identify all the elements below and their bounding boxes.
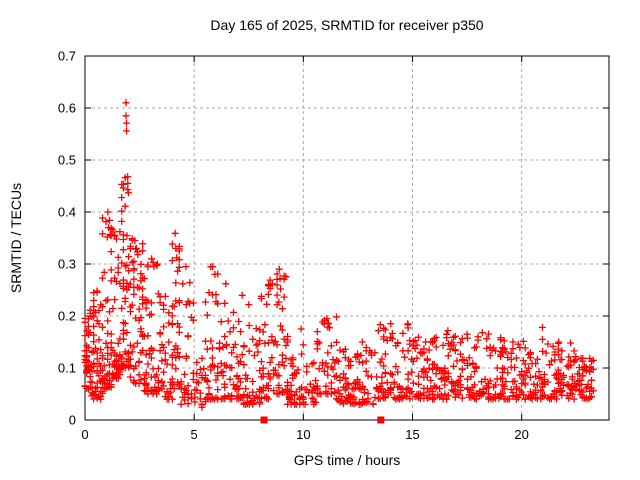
x-tick-label: 5	[191, 427, 198, 442]
y-tick-label: 0.6	[58, 101, 76, 116]
y-axis-label: SRMTID / TECUs	[8, 183, 24, 293]
series-SRMTID	[81, 99, 597, 411]
x-tick-label: 15	[405, 427, 419, 442]
x-tick-label: 20	[514, 427, 528, 442]
plot-border	[84, 55, 610, 421]
data-points	[81, 99, 597, 424]
y-tick-label: 0.3	[58, 257, 76, 272]
y-tick-label: 0.1	[58, 361, 76, 376]
y-tick-label: 0.2	[58, 309, 76, 324]
y-tick-label: 0.4	[58, 205, 76, 220]
y-tick-label: 0.7	[58, 49, 76, 64]
y-tick-label: 0.5	[58, 153, 76, 168]
y-tick-label: 0	[69, 413, 76, 428]
x-tick-label: 10	[296, 427, 310, 442]
series-axis-event-markers-marker	[377, 416, 385, 424]
series-axis-event-markers-marker	[260, 416, 268, 424]
x-axis-label: GPS time / hours	[294, 452, 401, 468]
tick-labels: 0 0.1 0.2 0.3 0.4 0.5 0.6 0.7 0 5 10 15 20	[58, 49, 529, 443]
x-tick-label: 0	[81, 427, 88, 442]
chart-title: Day 165 of 2025, SRMTID for receiver p35…	[210, 17, 483, 33]
